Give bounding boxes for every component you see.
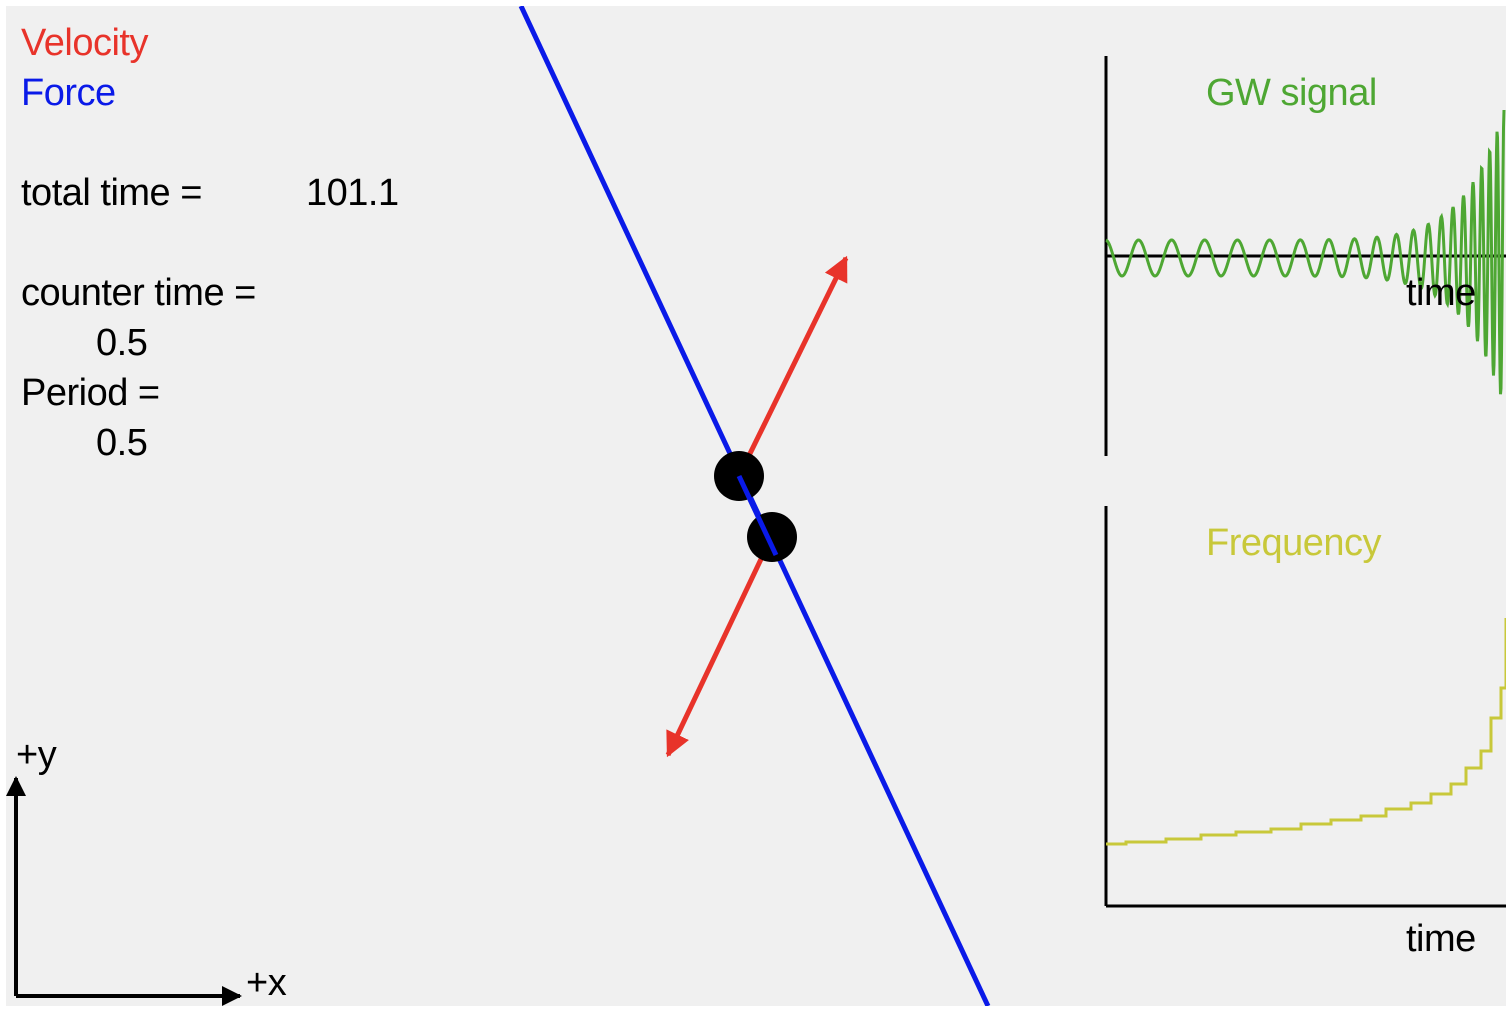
legend-force: Force: [21, 72, 116, 114]
counter-time-label: counter time =: [21, 272, 256, 314]
period-label: Period =: [21, 372, 160, 414]
velocity-arrow-lower: [665, 534, 775, 758]
simulation-canvas: Velocity Force total time = 101.1 counte…: [6, 6, 1506, 1006]
period-value: 0.5: [96, 422, 148, 464]
freq-plot-title: Frequency: [1206, 522, 1382, 564]
gw-waveform: [1105, 109, 1506, 395]
scene-svg: [6, 6, 1506, 1006]
counter-time-value: 0.5: [96, 322, 148, 364]
mass-lower: [747, 512, 797, 562]
frequency-plot: [1104, 506, 1506, 908]
legend-velocity: Velocity: [21, 22, 148, 64]
gw-plot-xlabel: time: [1406, 272, 1476, 314]
total-time-label: total time =: [21, 172, 202, 214]
x-axis-label: +x: [246, 962, 287, 1004]
y-axis-label: +y: [16, 734, 57, 776]
velocity-arrow-upper: [736, 255, 849, 478]
gw-signal-plot: [1104, 56, 1506, 456]
force-line-overlay: [736, 474, 779, 557]
gw-plot-title: GW signal: [1206, 72, 1377, 114]
total-time-value: 101.1: [306, 172, 399, 214]
freq-plot-xlabel: time: [1406, 918, 1476, 960]
frequency-curve: [1106, 618, 1506, 846]
